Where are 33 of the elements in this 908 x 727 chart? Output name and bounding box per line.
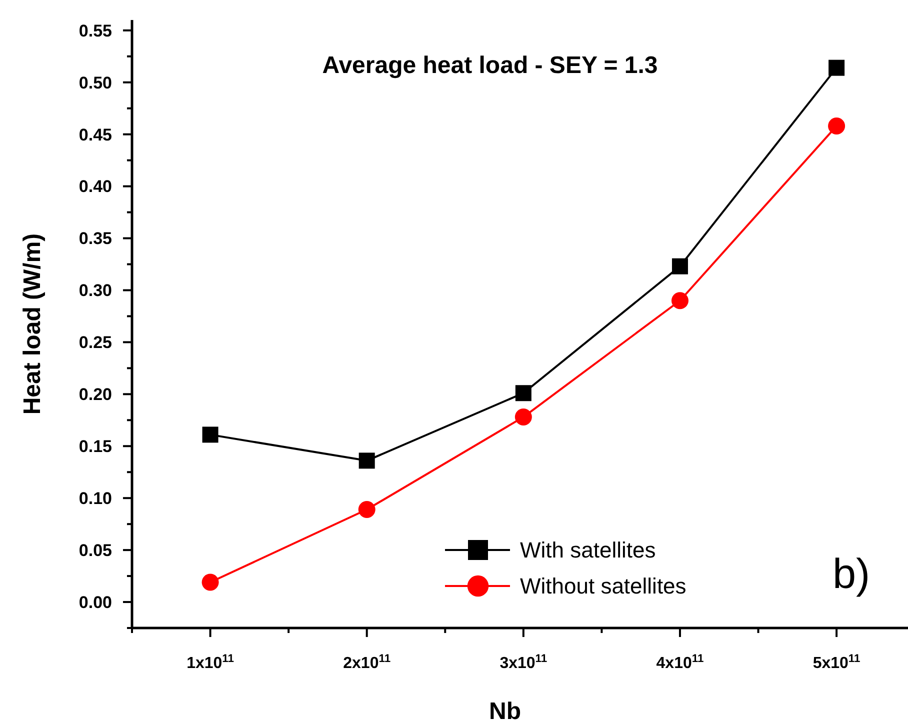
y-tick-label: 0.40 (78, 177, 112, 196)
y-tick-label: 0.30 (78, 281, 112, 300)
point (515, 385, 532, 402)
legend-label: With satellites (520, 538, 656, 563)
x-tick-label: 2x10$^{11}$ (343, 653, 391, 672)
y-tick-label: 0.10 (78, 489, 112, 508)
annotation: b) (832, 550, 870, 597)
y-tick-label: 0.20 (78, 385, 112, 404)
x-axis-title: Nb (489, 698, 521, 725)
x-tick-label: 5x10$^{11}$ (812, 653, 860, 672)
point (671, 292, 688, 310)
y-axis-title: Heat load (W/m) (19, 233, 46, 415)
x-tick-label: 4x10$^{11}$ (656, 653, 704, 672)
text: Average heat load - SEY = 1.3 (322, 52, 658, 79)
y-tick-label: 0.15 (78, 437, 112, 456)
point (202, 426, 218, 443)
legend-label: Without satellites (520, 574, 686, 599)
y-tick-label: 0.45 (78, 125, 112, 144)
y-tick-label: 0.00 (78, 592, 112, 612)
point (514, 408, 532, 426)
point (358, 452, 375, 469)
x-tick-label: 3x10$^{11}$ (500, 653, 548, 672)
y-tick-label: 0.25 (78, 333, 112, 352)
point (202, 574, 219, 591)
point (358, 501, 376, 518)
point (672, 258, 688, 274)
y-tick-label: 0.05 (78, 541, 112, 560)
y-tick-label: 0.50 (78, 73, 112, 92)
y-tick-label: 0.35 (78, 229, 112, 248)
x-tick-label: 1x10$^{11}$ (186, 653, 234, 672)
point (828, 118, 846, 135)
y-tick-label: 0.55 (78, 21, 112, 40)
point (828, 60, 845, 76)
